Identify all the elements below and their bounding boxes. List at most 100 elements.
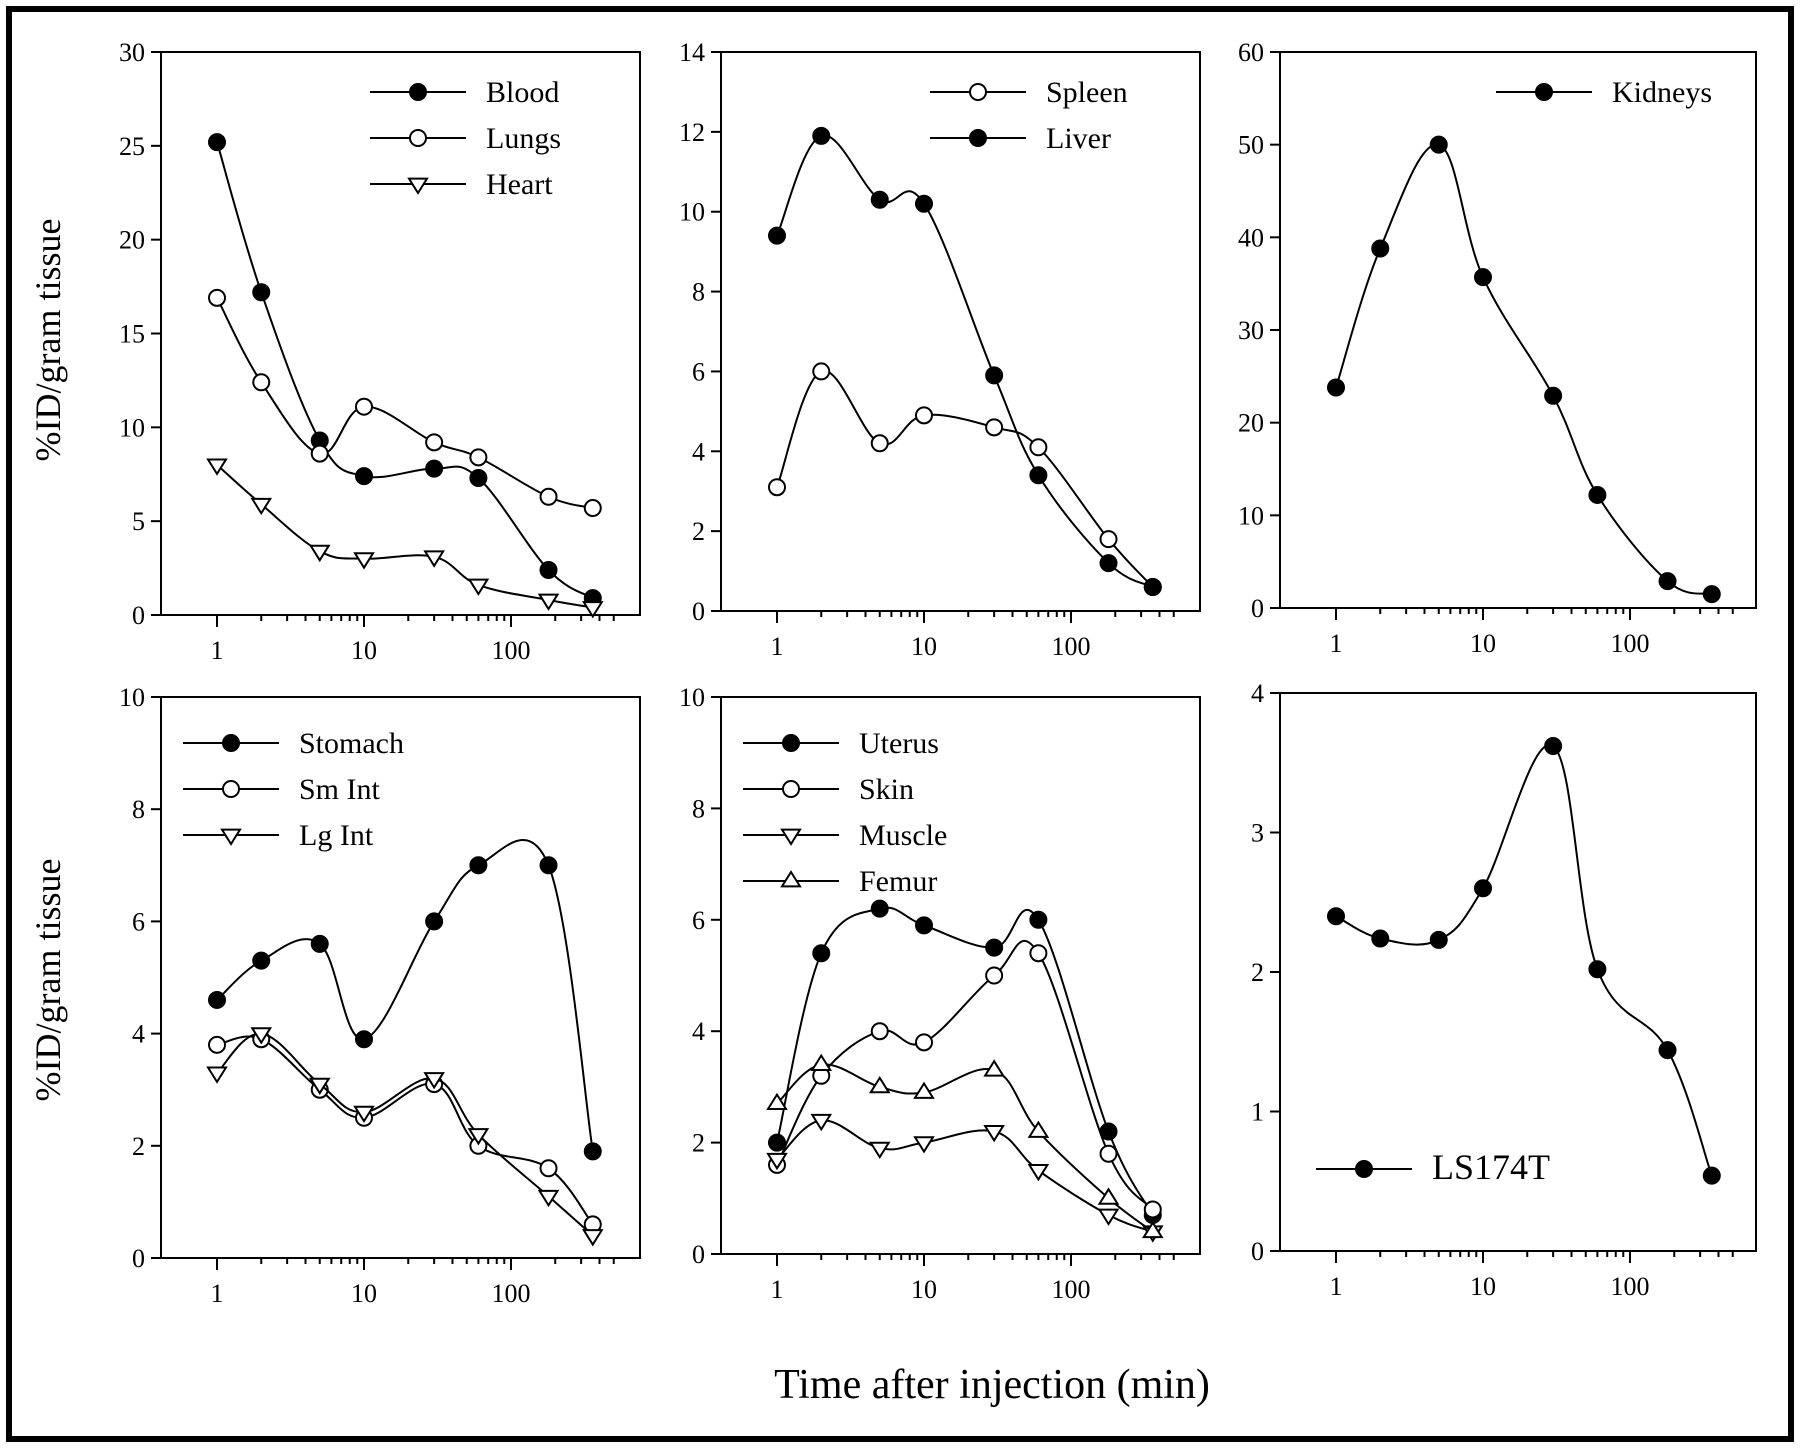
data-point <box>308 1077 331 1095</box>
y-tick-label: 20 <box>119 226 145 255</box>
y-tick-label: 0 <box>1251 594 1264 623</box>
y-tick-label: 0 <box>132 1244 145 1273</box>
data-point <box>1029 438 1048 457</box>
y-axis-label-bottom: %ID/gram tissue <box>28 859 68 1102</box>
data-point <box>985 938 1004 957</box>
data-point <box>768 226 786 245</box>
legend-label: Lungs <box>486 122 561 155</box>
data-point <box>353 552 375 570</box>
data-point <box>1143 1200 1162 1219</box>
data-point <box>581 1229 604 1247</box>
y-tick-label: 8 <box>132 795 145 824</box>
data-point <box>539 487 558 506</box>
data-point <box>810 1113 833 1132</box>
data-point <box>983 1059 1005 1077</box>
data-point <box>1327 378 1345 397</box>
legend-marker <box>222 734 240 752</box>
data-point <box>250 1027 273 1045</box>
y-tick-label: 2 <box>692 1129 705 1158</box>
legend-label: LS174T <box>1432 1147 1550 1187</box>
legend-marker <box>782 734 800 752</box>
data-point <box>423 550 445 568</box>
plot-area <box>160 696 641 1259</box>
series-line-lg-int <box>216 1032 594 1237</box>
series-line-kidneys <box>1335 143 1713 596</box>
legend-marker <box>407 177 429 195</box>
data-point <box>208 990 226 1009</box>
data-point <box>810 1053 833 1072</box>
data-point <box>425 912 444 931</box>
data-point <box>469 856 488 875</box>
data-point <box>812 944 831 963</box>
data-point <box>915 916 933 935</box>
series-line-sm-int <box>216 1035 594 1225</box>
data-point <box>583 499 602 518</box>
y-tick-label: 0 <box>692 597 705 626</box>
y-tick-label: 6 <box>692 357 705 386</box>
data-point <box>1544 386 1563 405</box>
data-point <box>1097 1208 1120 1226</box>
legend-label: Liver <box>1046 122 1111 155</box>
data-point <box>355 1030 373 1049</box>
y-tick-label: 4 <box>692 1017 705 1046</box>
data-point <box>1474 268 1492 287</box>
data-point <box>1029 466 1048 485</box>
data-point <box>868 1141 891 1160</box>
data-point <box>423 1072 445 1090</box>
data-point <box>766 1152 788 1171</box>
plot-area <box>160 51 641 616</box>
y-tick-label: 4 <box>692 437 705 466</box>
y-tick-label: 4 <box>1251 679 1264 708</box>
y-tick-label: 14 <box>679 38 705 67</box>
series-line-liver <box>776 134 1154 588</box>
data-point <box>469 448 488 467</box>
data-point <box>1027 1164 1050 1182</box>
data-point <box>985 966 1004 985</box>
y-tick-label: 2 <box>132 1132 145 1161</box>
data-point <box>206 458 228 476</box>
y-tick-label: 2 <box>692 517 705 546</box>
legend-marker <box>780 828 802 846</box>
y-tick-label: 5 <box>132 507 145 536</box>
y-tick-label: 8 <box>692 278 705 307</box>
data-point <box>355 467 373 486</box>
x-tick-label: 1 <box>211 1279 224 1308</box>
data-point <box>581 601 604 619</box>
data-point <box>1371 929 1390 948</box>
x-tick-label: 100 <box>1611 1272 1650 1301</box>
legend-label: Muscle <box>859 819 947 852</box>
x-tick-label: 10 <box>1470 1272 1496 1301</box>
x-tick-label: 100 <box>492 1279 531 1308</box>
x-tick-label: 1 <box>1330 1272 1343 1301</box>
x-tick-label: 1 <box>1330 629 1343 658</box>
data-point <box>539 856 558 875</box>
data-point <box>913 1081 935 1099</box>
data-point <box>1544 737 1563 756</box>
data-point <box>1371 239 1390 258</box>
data-point <box>1029 944 1048 963</box>
y-tick-label: 20 <box>1238 409 1264 438</box>
legend-marker <box>969 83 987 101</box>
data-point <box>425 433 444 452</box>
y-tick-label: 2 <box>1251 958 1264 987</box>
legend-marker <box>220 828 242 846</box>
x-tick-label: 1 <box>771 1275 784 1304</box>
series-line-heart <box>216 464 593 609</box>
data-point <box>985 418 1004 437</box>
data-point <box>208 1035 226 1054</box>
legend-label: Femur <box>859 865 937 898</box>
data-point <box>1429 930 1448 949</box>
plot-area <box>720 696 1201 1255</box>
y-tick-label: 1 <box>1251 1098 1264 1127</box>
data-point <box>537 593 560 611</box>
data-point <box>308 544 331 563</box>
data-point <box>1429 135 1448 154</box>
y-tick-label: 50 <box>1238 131 1264 160</box>
chart-panel-2: 0 2 4 6 8 10 12 14 1 10 100 Spleen Liver <box>679 38 1201 661</box>
data-point <box>915 406 933 425</box>
data-point <box>1588 960 1607 979</box>
y-tick-label: 4 <box>132 1020 145 1049</box>
data-point <box>1029 910 1048 929</box>
data-point <box>768 478 786 497</box>
legend-marker <box>409 129 427 147</box>
